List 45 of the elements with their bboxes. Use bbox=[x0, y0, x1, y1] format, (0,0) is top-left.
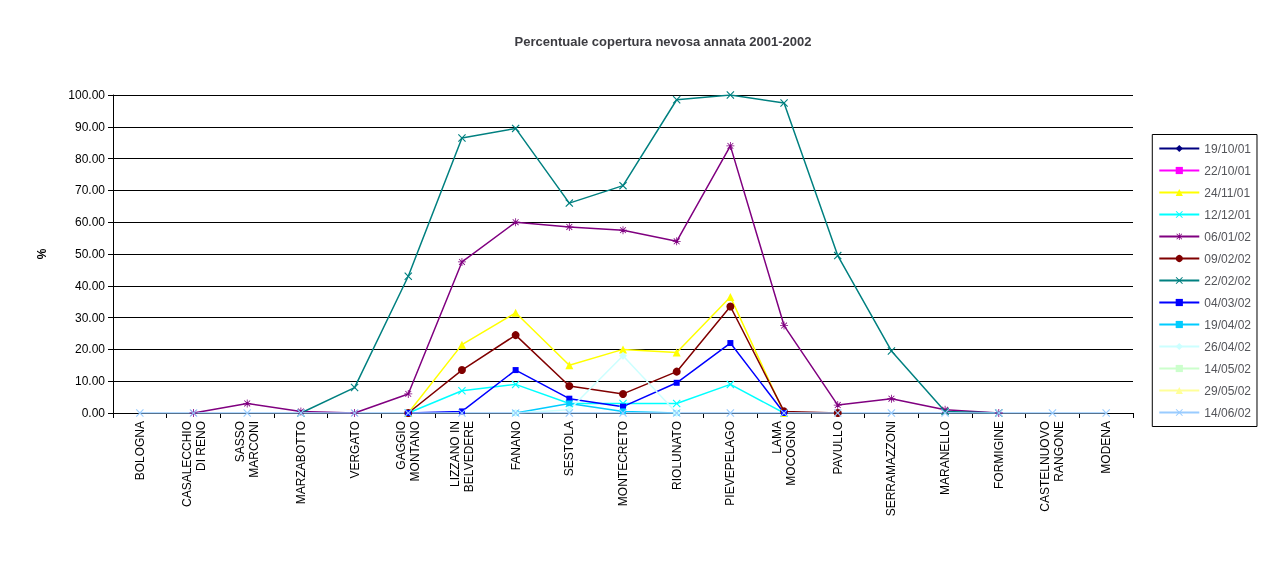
x-tick-label: BOLOGNA bbox=[132, 421, 147, 481]
x-tick-label: RIOLUNATO bbox=[669, 421, 684, 490]
x-tick-label: CASTELNUOVO RANGONE bbox=[1038, 421, 1067, 512]
legend-label: 14/05/02 bbox=[1204, 361, 1252, 376]
x-tick-label: VERGATO bbox=[347, 421, 362, 479]
y-tick-label: 50.00 bbox=[74, 247, 106, 261]
chart-title: Percentuale copertura nevosa annata 2001-2002 bbox=[514, 34, 812, 49]
x-tick-label: MODENA bbox=[1099, 421, 1114, 474]
x-tick-label: FANANO bbox=[508, 421, 523, 471]
legend-label: 06/01/02 bbox=[1204, 229, 1252, 244]
legend-label: 04/03/02 bbox=[1204, 295, 1252, 310]
x-tick-label: CASALECCHIO DI RENO bbox=[179, 421, 208, 508]
x-tick-label: SESTOLA bbox=[562, 421, 577, 477]
y-tick-label: 80.00 bbox=[74, 151, 106, 166]
y-tick-label: 10.00 bbox=[74, 374, 106, 389]
x-tick-label: PIEVEPELAGO bbox=[723, 421, 738, 506]
x-tick-label: LAMA MOCOGNO bbox=[770, 421, 799, 486]
y-tick-label: 60.00 bbox=[74, 215, 106, 230]
x-tick-label: FORMIGINE bbox=[991, 421, 1006, 489]
x-tick-label: MARANELLO bbox=[938, 421, 953, 496]
legend-label: 14/06/02 bbox=[1204, 405, 1252, 420]
y-tick-label: 40.00 bbox=[74, 278, 106, 293]
x-tick-label: MARZABOTTO bbox=[293, 421, 308, 505]
x-tick-label: SERRAMAZZONI bbox=[884, 421, 899, 517]
y-axis-title: % bbox=[35, 248, 49, 260]
legend-label: 19/04/02 bbox=[1204, 317, 1252, 332]
x-tick-label: LIZZANO IN BELVEDERE bbox=[447, 421, 476, 493]
legend-label: 22/10/01 bbox=[1204, 163, 1252, 178]
legend-label: 19/10/01 bbox=[1204, 141, 1252, 156]
legend-label: 22/02/02 bbox=[1204, 273, 1252, 288]
legend-label: 26/04/02 bbox=[1204, 339, 1252, 354]
y-tick-label: 100.00 bbox=[68, 88, 106, 102]
y-tick-label: 70.00 bbox=[74, 183, 106, 198]
legend-label: 29/05/02 bbox=[1204, 383, 1252, 398]
x-tick-label: PAVULLO bbox=[830, 421, 845, 475]
legend-label: 12/12/01 bbox=[1204, 207, 1252, 222]
legend-label: 09/02/02 bbox=[1204, 251, 1252, 266]
x-tick-label: MONTECRETO bbox=[616, 421, 630, 507]
y-tick-label: 0.00 bbox=[81, 406, 106, 420]
x-tick-label: SASSO MARCONI bbox=[233, 421, 262, 478]
y-tick-label: 90.00 bbox=[74, 119, 106, 134]
legend-label: 24/11/01 bbox=[1204, 185, 1251, 200]
x-tick-label: GAGGIO MONTANO bbox=[394, 421, 423, 482]
y-tick-label: 30.00 bbox=[74, 310, 106, 325]
y-tick-label: 20.00 bbox=[74, 342, 106, 357]
